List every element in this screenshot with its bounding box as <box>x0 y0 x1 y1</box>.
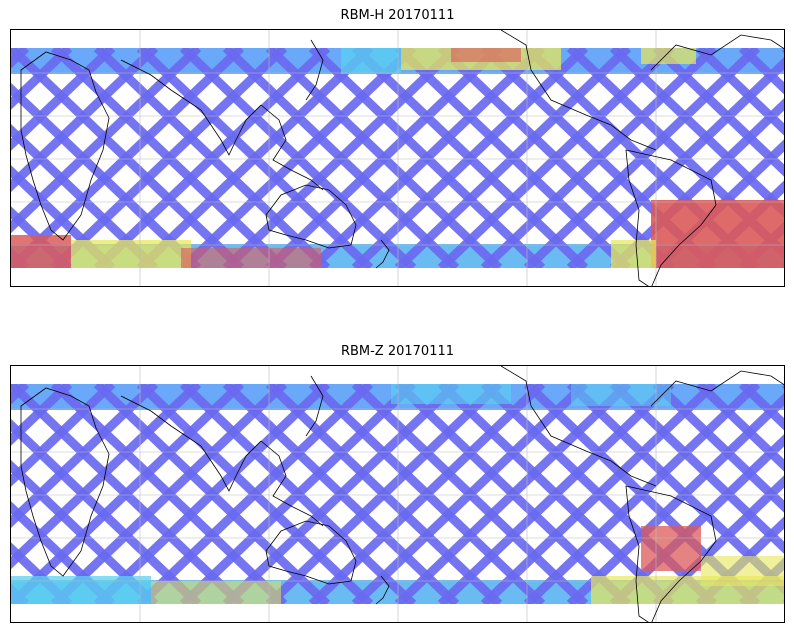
south-america-coast <box>625 149 717 286</box>
swath-desc <box>11 384 202 570</box>
asia-coast <box>120 59 262 156</box>
map-rbm-z <box>10 365 785 623</box>
map-canvas-rbm-z <box>11 366 784 622</box>
europe-coast <box>650 370 784 407</box>
map-rbm-h <box>10 29 785 287</box>
elevated-region <box>11 235 71 268</box>
africa-coast <box>20 387 110 577</box>
swath-desc <box>11 48 245 268</box>
swath-desc <box>93 48 331 268</box>
swath-desc <box>394 384 632 604</box>
nz-coast <box>375 575 390 605</box>
coastlines <box>20 366 784 622</box>
elevated-region <box>651 200 784 268</box>
graticule <box>11 30 784 286</box>
se-asia-coast <box>260 104 324 191</box>
elevated-region <box>571 384 671 406</box>
swath-desc <box>566 57 784 268</box>
swath-desc <box>11 48 159 192</box>
swath-desc <box>394 48 632 268</box>
swath-asc <box>695 48 784 136</box>
elevated-region <box>611 240 656 268</box>
europe-coast <box>650 34 784 71</box>
elevated-region <box>151 581 281 604</box>
elevated-region <box>11 576 151 604</box>
se-asia-coast <box>260 440 324 527</box>
swath-asc <box>738 48 784 95</box>
swath-asc <box>11 501 116 604</box>
elevated-region <box>641 526 701 571</box>
swath-desc <box>480 48 718 268</box>
panel-title-rbm-z: RBM-Z 20170111 <box>340 344 455 359</box>
swath-desc <box>566 393 784 604</box>
swath-asc <box>695 384 784 472</box>
elevated-region <box>451 48 521 62</box>
africa-coast <box>20 51 110 241</box>
swath-desc <box>351 384 589 604</box>
elevated-region <box>391 384 511 404</box>
swath-desc <box>179 384 417 604</box>
swath-desc <box>308 384 546 604</box>
swath-desc <box>351 48 589 268</box>
swath-desc <box>11 384 159 528</box>
elevated-region <box>71 240 191 268</box>
swath-desc <box>136 48 374 268</box>
swath-desc <box>222 384 460 604</box>
swath-asc <box>738 384 784 431</box>
japan-coast <box>305 39 324 101</box>
swath-desc <box>179 48 417 268</box>
swath-desc <box>11 48 73 110</box>
swath-desc <box>93 384 331 604</box>
swath-asc <box>11 542 73 604</box>
swath-asc <box>11 583 30 604</box>
swath-desc <box>480 384 718 604</box>
swath-desc <box>308 48 546 268</box>
elevated-region <box>181 248 321 268</box>
swath-desc <box>11 384 245 604</box>
south-america-coast <box>625 485 717 622</box>
swath-desc <box>50 48 288 268</box>
swath-desc <box>11 384 116 487</box>
north-america-coast <box>500 366 657 487</box>
swath-desc <box>11 384 73 446</box>
japan-coast <box>305 375 324 437</box>
swath-desc <box>50 384 288 604</box>
swath-desc <box>523 48 761 268</box>
nz-coast <box>375 239 390 269</box>
elevated-region <box>641 48 696 64</box>
swath-desc <box>437 48 675 268</box>
north-america-coast <box>500 30 657 151</box>
graticule <box>11 366 784 622</box>
coastlines <box>20 30 784 286</box>
swath-desc <box>11 48 202 234</box>
australia-coast <box>265 520 357 585</box>
swath-desc <box>136 384 374 604</box>
swath-asc <box>11 206 73 268</box>
swath-desc <box>523 384 761 604</box>
swath-desc <box>265 48 503 268</box>
swath-desc <box>437 384 675 604</box>
map-canvas-rbm-h <box>11 30 784 286</box>
swath-desc <box>11 48 116 151</box>
elevated-region <box>701 556 784 586</box>
swath-tracks <box>11 48 784 268</box>
swath-desc <box>265 384 503 604</box>
asia-coast <box>120 395 262 492</box>
australia-coast <box>265 184 357 249</box>
elevated-region <box>341 48 401 74</box>
swath-asc <box>11 165 116 268</box>
swath-desc <box>222 48 460 268</box>
panel-title-rbm-h: RBM-H 20170111 <box>340 8 455 23</box>
swath-desc <box>11 384 30 405</box>
